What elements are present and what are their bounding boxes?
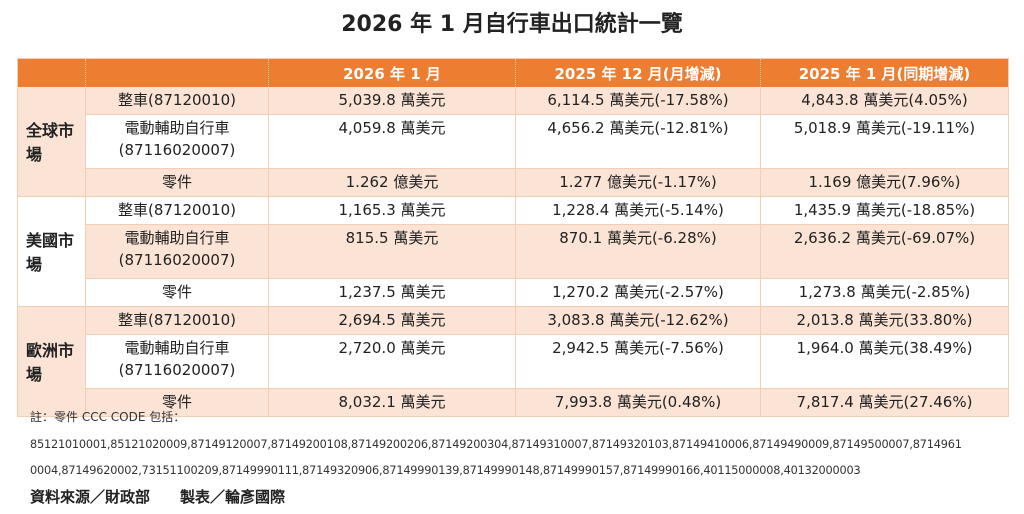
note-label: 註：零件 CCC CODE 包括： [30, 410, 186, 424]
value-cell: 1,270.2 萬美元(-2.57%) [515, 278, 761, 307]
item-label: 整車(87120010) [85, 87, 269, 115]
item-label-line: (87116020007) [118, 251, 236, 269]
value-cell: 6,114.5 萬美元(-17.58%) [515, 87, 761, 115]
item-label-line: 電動輔助自行車 [124, 229, 230, 247]
header-item [85, 58, 269, 87]
header-2025-jan: 2025 年 1 月(同期增減) [760, 58, 1009, 87]
note-codes-line2: 0004,87149620002,73151100209,87149990111… [30, 464, 861, 477]
table-row: 電動輔助自行車 (87116020007) 815.5 萬美元 870.1 萬美元(-… [18, 224, 1009, 279]
table-row: 電動輔助自行車 (87116020007) 4,059.8 萬美元 4,656.2 萬… [18, 114, 1009, 169]
item-label-line: 電動輔助自行車 [124, 339, 230, 357]
value-cell: 1.277 億美元(-1.17%) [515, 168, 761, 197]
value-cell: 7,993.8 萬美元(0.48%) [515, 388, 761, 417]
value-cell: 870.1 萬美元(-6.28%) [515, 224, 761, 279]
market-label: 全球市場 [17, 87, 86, 197]
value-cell: 5,018.9 萬美元(-19.11%) [760, 114, 1009, 169]
item-label-line: (87116020007) [118, 361, 236, 379]
value-cell: 2,720.0 萬美元 [268, 334, 516, 389]
market-label: 歐洲市場 [17, 306, 86, 417]
table-row: 美國市場 整車(87120010) 1,165.3 萬美元 1,228.4 萬美元(-… [17, 196, 1009, 307]
item-label: 零件 [85, 168, 269, 197]
item-label-line: 整車(87120010) [117, 201, 237, 219]
value-cell: 7,817.4 萬美元(27.46%) [760, 388, 1009, 417]
item-label-line: 整車(87120010) [117, 91, 237, 109]
item-label-line: 零件 [161, 393, 192, 411]
table-row: 歐洲市場 整車(87120010) 2,694.5 萬美元 3,083.8 萬美元(-… [17, 306, 1009, 417]
table-header-row: 2026 年 1 月 2025 年 12 月(月增減) 2025 年 1 月(同… [17, 58, 1009, 87]
item-label: 零件 [85, 388, 269, 417]
item-label: 零件 [85, 278, 269, 307]
table-row: 電動輔助自行車 (87116020007) 2,720.0 萬美元 2,942.5 萬… [18, 334, 1009, 389]
value-cell: 1,237.5 萬美元 [268, 278, 516, 307]
item-label-line: 零件 [161, 283, 192, 301]
table-row: 全球市場 整車(87120010) 5,039.8 萬美元 6,114.5 萬美元(-… [17, 87, 1009, 197]
value-cell: 8,032.1 萬美元 [268, 388, 516, 417]
export-stats-table: 2026 年 1 月 2025 年 12 月(月增減) 2025 年 1 月(同… [17, 58, 1009, 417]
value-cell: 4,059.8 萬美元 [268, 114, 516, 169]
value-cell: 1.169 億美元(7.96%) [760, 168, 1009, 197]
value-cell: 3,083.8 萬美元(-12.62%) [515, 306, 761, 335]
value-cell: 4,656.2 萬美元(-12.81%) [515, 114, 761, 169]
header-market [17, 58, 86, 87]
note-codes-line1: 85121010001,85121020009,87149120007,8714… [30, 438, 962, 451]
value-cell: 1,435.9 萬美元(-18.85%) [760, 196, 1009, 225]
header-2026-jan: 2026 年 1 月 [268, 58, 516, 87]
item-label: 電動輔助自行車 (87116020007) [85, 114, 269, 169]
value-cell: 5,039.8 萬美元 [268, 87, 516, 115]
table-row: 零件 1,237.5 萬美元 1,270.2 萬美元(-2.57%) 1,273.8 … [18, 278, 1009, 307]
source-credit: 資料來源／財政部 製表／輪彥國際 [30, 488, 286, 506]
value-cell: 1,228.4 萬美元(-5.14%) [515, 196, 761, 225]
table-row: 零件 1.262 億美元 1.277 億美元(-1.17%) 1.169 億美元(7.… [18, 168, 1009, 197]
header-2025-dec: 2025 年 12 月(月增減) [515, 58, 761, 87]
item-label-line: 電動輔助自行車 [124, 119, 230, 137]
value-cell: 4,843.8 萬美元(4.05%) [760, 87, 1009, 115]
value-cell: 1,964.0 萬美元(38.49%) [760, 334, 1009, 389]
item-label: 整車(87120010) [85, 196, 269, 225]
value-cell: 2,942.5 萬美元(-7.56%) [515, 334, 761, 389]
value-cell: 1.262 億美元 [268, 168, 516, 197]
market-label: 美國市場 [17, 196, 86, 307]
value-cell: 1,165.3 萬美元 [268, 196, 516, 225]
table-row: 零件 8,032.1 萬美元 7,993.8 萬美元(0.48%) 7,817.4 萬… [18, 388, 1009, 417]
item-label: 電動輔助自行車 (87116020007) [85, 224, 269, 279]
item-label: 整車(87120010) [85, 306, 269, 335]
item-label: 電動輔助自行車 (87116020007) [85, 334, 269, 389]
value-cell: 815.5 萬美元 [268, 224, 516, 279]
value-cell: 2,636.2 萬美元(-69.07%) [760, 224, 1009, 279]
item-label-line: 整車(87120010) [117, 311, 237, 329]
item-label-line: (87116020007) [118, 141, 236, 159]
item-label-line: 零件 [161, 173, 192, 191]
value-cell: 2,013.8 萬美元(33.80%) [760, 306, 1009, 335]
value-cell: 1,273.8 萬美元(-2.85%) [760, 278, 1009, 307]
page-title: 2026 年 1 月自行車出口統計一覽 [341, 12, 683, 37]
value-cell: 2,694.5 萬美元 [268, 306, 516, 335]
